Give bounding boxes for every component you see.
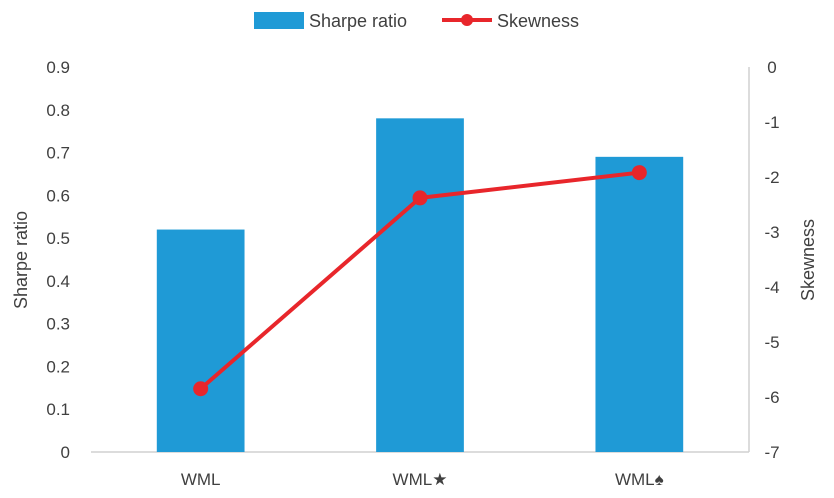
- y-tick-label: 0.6: [46, 186, 70, 205]
- bar-sharpe-ratio: [376, 118, 464, 452]
- y2-tick-label: -6: [764, 388, 779, 407]
- x-axis-categories: WML WML★ WML♠: [181, 470, 664, 489]
- point-skewness: [631, 165, 647, 181]
- legend-label-sharpe-ratio: Sharpe ratio: [309, 11, 407, 31]
- y-axis-ticks: 0 0.1 0.2 0.3 0.4 0.5 0.6 0.7 0.8 0.9: [46, 58, 70, 462]
- y-tick-label: 0.8: [46, 101, 70, 120]
- y-tick-label: 0: [61, 443, 70, 462]
- y2-axis-title: Skewness: [798, 219, 818, 301]
- y2-tick-label: -1: [764, 113, 779, 132]
- y-tick-label: 0.3: [46, 315, 70, 334]
- y2-tick-label: -4: [764, 278, 779, 297]
- legend: Sharpe ratio Skewness: [254, 11, 579, 31]
- point-skewness: [193, 381, 209, 397]
- x-category-label: WML★: [393, 470, 448, 489]
- y-axis-title: Sharpe ratio: [11, 211, 31, 309]
- y2-tick-label: -5: [764, 333, 779, 352]
- legend-label-skewness: Skewness: [497, 11, 579, 31]
- legend-marker-skewness: [461, 14, 473, 26]
- y2-tick-label: -3: [764, 223, 779, 242]
- x-category-label: WML♠: [615, 470, 664, 489]
- x-category-label: WML: [181, 470, 221, 489]
- point-skewness: [412, 190, 428, 206]
- y2-tick-label: -7: [764, 443, 779, 462]
- bars: [156, 118, 684, 453]
- y-tick-label: 0.9: [46, 58, 70, 77]
- y2-tick-label: -2: [764, 168, 779, 187]
- y-tick-label: 0.7: [46, 144, 70, 163]
- bar-sharpe-ratio: [595, 156, 684, 453]
- y-tick-label: 0.1: [46, 400, 70, 419]
- y-tick-label: 0.2: [46, 357, 70, 376]
- bar-sharpe-ratio: [156, 229, 245, 452]
- skewness-line: [193, 165, 647, 397]
- y-tick-label: 0.4: [46, 272, 70, 291]
- y-tick-label: 0.5: [46, 229, 70, 248]
- y2-axis-ticks: 0 -1 -2 -3 -4 -5 -6 -7: [764, 58, 779, 462]
- y2-tick-label: 0: [767, 58, 776, 77]
- legend-swatch-sharpe-ratio: [254, 12, 304, 29]
